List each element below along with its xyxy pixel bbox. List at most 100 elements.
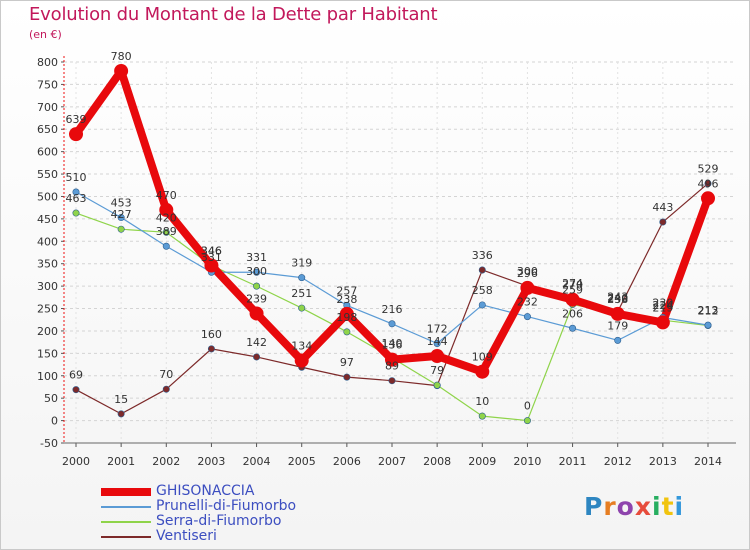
data-label: 274 (562, 277, 583, 290)
data-label: 69 (69, 369, 83, 382)
data-label: 172 (427, 322, 448, 335)
data-label: 331 (201, 251, 222, 264)
y-tick-label: 50 (44, 392, 58, 405)
data-point (72, 386, 80, 394)
data-label: 427 (111, 208, 132, 221)
data-label: 346 (201, 244, 222, 257)
legend-label: GHISONACCIA (156, 483, 255, 499)
x-tick-label: 2006 (333, 455, 361, 468)
data-label: 270 (562, 279, 583, 292)
x-tick-label: 2003 (197, 455, 225, 468)
y-tick-label: 150 (37, 347, 58, 360)
data-point (69, 127, 83, 142)
data-label: 216 (382, 303, 403, 316)
y-tick-label: -50 (40, 437, 58, 450)
y-tick-label: 450 (37, 213, 58, 226)
data-point (655, 315, 670, 330)
data-label: 230 (652, 296, 673, 309)
data-point (385, 352, 399, 367)
data-label: 331 (246, 251, 267, 264)
data-point (253, 282, 261, 290)
data-label: 496 (698, 177, 719, 190)
legend-swatch (101, 505, 151, 508)
data-label: 224 (652, 299, 673, 312)
legend-label: Prunelli-di-Fiumorbo (156, 498, 297, 514)
data-label: 79 (430, 364, 444, 377)
legend: GHISONACCIA Prunelli-di-Fiumorbo Serra-di-… (101, 484, 296, 544)
data-point (565, 292, 580, 307)
data-label: 142 (246, 336, 267, 349)
data-point (72, 188, 80, 196)
data-label: 239 (246, 292, 267, 305)
data-point (520, 280, 535, 295)
legend-item: Prunelli-di-Fiumorbo (101, 499, 296, 514)
data-label: 212 (698, 305, 719, 318)
data-point (253, 353, 261, 361)
data-label: 258 (472, 284, 493, 297)
data-point (523, 313, 531, 321)
data-label: 232 (517, 296, 538, 309)
x-tick-label: 2014 (694, 455, 722, 468)
data-label: 300 (246, 265, 267, 278)
x-tick-label: 2002 (152, 455, 180, 468)
data-point (159, 202, 174, 217)
data-point (478, 266, 486, 274)
y-tick-label: 350 (37, 258, 58, 271)
line-chart: -500501001502002503003504004505005506006… (37, 50, 736, 468)
data-point (114, 63, 129, 78)
data-label: 109 (472, 351, 493, 364)
data-point (72, 209, 80, 217)
data-label: 510 (66, 171, 87, 184)
data-label: 15 (114, 393, 128, 406)
legend-item: Ventiseri (101, 529, 296, 544)
data-label: 420 (156, 211, 177, 224)
legend-item: GHISONACCIA (101, 484, 296, 499)
chart-title: Evolution du Montant de la Dette par Hab… (29, 4, 438, 25)
data-label: 70 (159, 368, 173, 381)
data-point (704, 321, 712, 329)
data-label: 470 (156, 189, 177, 202)
data-label: 179 (607, 319, 628, 332)
data-label: 296 (517, 267, 538, 280)
data-label: 336 (472, 249, 493, 262)
data-label: 134 (291, 340, 312, 353)
data-label: 240 (607, 292, 628, 305)
data-label: 238 (336, 293, 357, 306)
data-point (162, 242, 170, 250)
legend-swatch (101, 487, 151, 496)
data-point (343, 373, 351, 381)
y-tick-label: 200 (37, 325, 58, 338)
data-point (388, 377, 396, 385)
data-label: 144 (427, 335, 448, 348)
x-tick-label: 2000 (62, 455, 90, 468)
data-point (475, 364, 490, 379)
data-point (704, 179, 712, 187)
data-label: 443 (652, 201, 673, 214)
x-tick-label: 2008 (423, 455, 451, 468)
data-label: 389 (156, 225, 177, 238)
data-point (249, 306, 264, 321)
y-axis-unit: (en €) (29, 28, 62, 41)
data-label: 346 (201, 244, 222, 257)
x-tick-label: 2010 (513, 455, 541, 468)
data-point (253, 268, 261, 276)
data-point (569, 324, 577, 332)
y-tick-label: 650 (37, 123, 58, 136)
data-point (207, 345, 215, 353)
data-label: 219 (652, 301, 673, 314)
x-tick-label: 2013 (649, 455, 677, 468)
data-label: 529 (698, 162, 719, 175)
data-point (117, 410, 125, 418)
y-tick-label: 550 (37, 168, 58, 181)
data-point (162, 228, 170, 236)
y-tick-label: 500 (37, 190, 58, 203)
data-point (523, 417, 531, 425)
data-point (117, 225, 125, 233)
data-label: 300 (517, 265, 538, 278)
x-tick-label: 2011 (559, 455, 587, 468)
data-label: 257 (336, 284, 357, 297)
data-point (298, 274, 306, 282)
x-tick-label: 2005 (288, 455, 316, 468)
data-point (610, 306, 625, 321)
